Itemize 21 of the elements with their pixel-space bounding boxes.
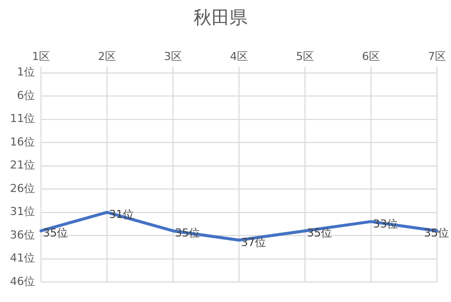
x-tick-label: 4区 bbox=[230, 50, 248, 64]
x-tick-label: 7区 bbox=[428, 50, 446, 64]
y-tick-label: 1位 bbox=[16, 66, 35, 79]
x-tick-label: 5区 bbox=[296, 50, 314, 64]
data-label: 37位 bbox=[241, 236, 266, 250]
y-tick-label: 41位 bbox=[10, 252, 35, 265]
y-tick-label: 36位 bbox=[10, 228, 35, 242]
x-tick-label: 1区 bbox=[32, 50, 50, 64]
data-label: 35位 bbox=[307, 226, 332, 240]
y-tick-label: 11位 bbox=[10, 112, 35, 126]
x-tick-label: 2区 bbox=[98, 50, 116, 64]
y-tick-label: 26位 bbox=[10, 182, 35, 195]
y-tick-label: 46位 bbox=[10, 274, 35, 288]
x-tick-label: 3区 bbox=[164, 50, 182, 64]
y-tick-label: 6位 bbox=[16, 88, 35, 102]
y-tick-label: 21位 bbox=[10, 158, 35, 172]
data-label: 35位 bbox=[42, 226, 68, 240]
y-tick-label: 31位 bbox=[10, 205, 35, 218]
chart-title: 秋田県 bbox=[194, 7, 248, 28]
x-tick-label: 6区 bbox=[362, 50, 380, 64]
y-tick-label: 16位 bbox=[10, 135, 35, 148]
